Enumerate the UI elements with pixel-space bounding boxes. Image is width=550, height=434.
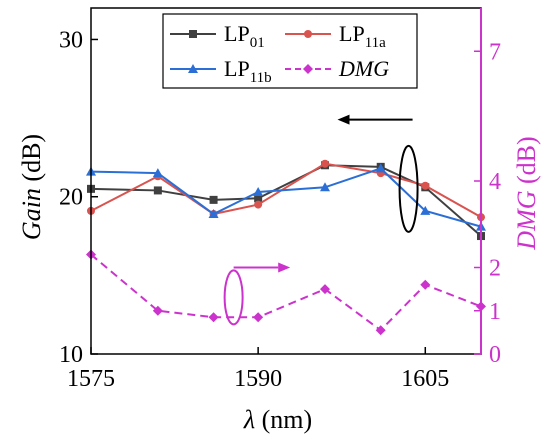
x-axis-label-symbol: λ xyxy=(243,405,255,434)
data-point-dmg xyxy=(420,279,431,290)
x-tick-label: 1575 xyxy=(67,366,115,392)
data-point-lp01 xyxy=(209,195,218,204)
y-right-axis-label: DMG (dB) xyxy=(512,136,541,250)
legend-label-lp11b: LP11b xyxy=(224,56,272,86)
legend-entry-lp11a: LP11a xyxy=(285,21,386,51)
data-point-lp01 xyxy=(254,194,263,203)
legend-label-dmg: DMG xyxy=(338,56,389,81)
legend-swatch-marker xyxy=(304,30,312,38)
dmg-axis-arrowhead xyxy=(278,262,291,273)
legend-box xyxy=(162,13,418,89)
series-line-lp11b xyxy=(90,167,482,228)
gain-axis-ellipse xyxy=(398,144,419,233)
data-point-lp11b xyxy=(253,187,264,197)
data-point-dmg xyxy=(375,325,386,336)
legend-label-subscript: 11b xyxy=(250,70,272,86)
data-point-lp11a xyxy=(421,181,430,190)
data-point-lp11a xyxy=(254,200,263,209)
legend-entry-lp01: LP01 xyxy=(170,21,265,51)
x-tick-label: 1590 xyxy=(234,366,282,392)
y-right-tick-label: 0 xyxy=(489,342,501,368)
data-point-lp11b xyxy=(208,209,219,219)
series-dmg xyxy=(86,249,486,336)
y-left-tick-label: 20 xyxy=(59,185,83,211)
y-left-tick-label: 10 xyxy=(59,342,83,368)
x-axis-label-unit: (nm) xyxy=(255,405,312,434)
data-point-lp11a xyxy=(321,159,329,168)
y-left-axis-label-unit: (dB) xyxy=(17,134,46,188)
legend-label-main: LP xyxy=(224,21,250,46)
y-right-axis-label-unit: (dB) xyxy=(512,136,541,190)
legend-label-main: LP xyxy=(224,56,250,81)
data-point-lp11b xyxy=(152,168,163,178)
gain-axis-arrowhead xyxy=(337,114,350,125)
dmg-axis-ellipse xyxy=(223,269,244,326)
legend-label-lp11a: LP11a xyxy=(339,21,386,51)
y-left-axis-label-main: Gain xyxy=(17,188,46,240)
data-point-dmg xyxy=(208,312,219,323)
x-axis-label: λ (nm) xyxy=(243,405,312,434)
series-line-dmg xyxy=(90,253,482,332)
legend-label-subscript: 01 xyxy=(250,35,265,51)
legend-label-subscript: 11a xyxy=(365,35,386,51)
x-tick-label: 1605 xyxy=(401,366,449,392)
data-point-lp11b xyxy=(375,163,386,173)
y-left-tick-label: 30 xyxy=(59,27,83,53)
legend-label-main: DMG xyxy=(338,56,389,81)
legend-swatch-marker xyxy=(303,64,313,74)
y-right-tick-label: 2 xyxy=(489,256,501,282)
data-point-lp11b xyxy=(420,205,431,215)
legend-label-main: LP xyxy=(339,21,365,46)
legend-swatch-marker xyxy=(188,64,198,73)
data-point-dmg xyxy=(152,305,163,316)
y-left-axis-label: Gain (dB) xyxy=(17,134,46,240)
data-point-lp11b xyxy=(320,182,330,192)
y-right-tick-label: 7 xyxy=(489,39,501,65)
y-right-tick-label: 4 xyxy=(489,169,501,195)
data-point-dmg xyxy=(320,284,330,295)
y-right-axis-label-main: DMG xyxy=(512,190,541,250)
legend-entry-lp11b: LP11b xyxy=(170,56,272,86)
data-point-dmg xyxy=(253,312,264,323)
legend-label-lp01: LP01 xyxy=(224,21,265,51)
data-point-lp01 xyxy=(153,186,162,195)
series-line-lp01 xyxy=(90,164,482,237)
series-lp11b xyxy=(86,163,486,231)
legend-swatch-marker xyxy=(189,30,197,38)
y-right-tick-label: 1 xyxy=(489,299,501,325)
legend-entry-dmg: DMG xyxy=(285,56,389,81)
